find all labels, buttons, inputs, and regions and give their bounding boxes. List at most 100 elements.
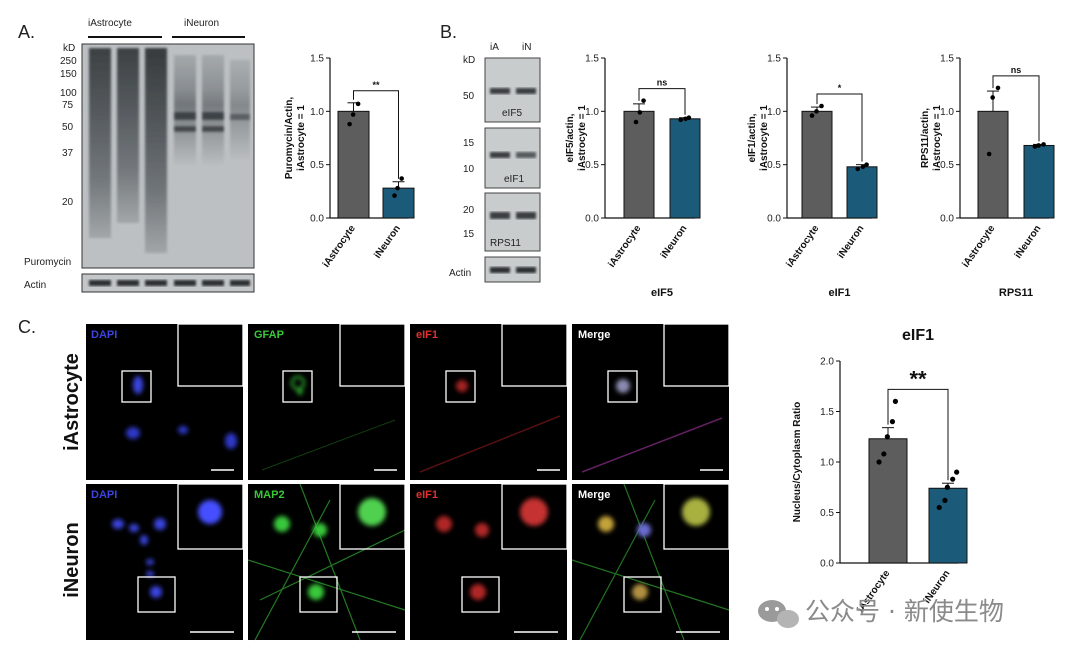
- y-tick-label: 1.0: [767, 107, 781, 118]
- bar: [382, 187, 415, 219]
- bar: [623, 110, 655, 219]
- y-axis-label: eIF1/actin,: [747, 113, 758, 162]
- data-point: [860, 164, 866, 170]
- inset: [501, 483, 568, 550]
- soma: [598, 516, 614, 532]
- inset: [339, 323, 406, 387]
- roi-box: [461, 576, 500, 613]
- micro-tile-astro-gfap: GFAP: [248, 323, 406, 480]
- blot-a-actin-band: [89, 280, 111, 286]
- blot-b-band: [516, 212, 536, 219]
- micro-tile-neuron-merge: Merge: [571, 483, 730, 641]
- y-tick-label: 0.5: [767, 160, 781, 171]
- blot-b-actin-label: Actin: [449, 268, 471, 279]
- data-point: [814, 109, 819, 114]
- blot-b-name-eif5: eIF5: [502, 108, 522, 119]
- neurite: [571, 559, 730, 611]
- roi-box: [623, 576, 662, 613]
- inset: [663, 483, 730, 550]
- x-tick-label: iNeuron: [836, 223, 867, 260]
- blot-b-name-rps11: RPS11: [490, 238, 521, 249]
- data-point: [990, 95, 995, 100]
- data-point: [1041, 142, 1046, 147]
- panel-label-c: C.: [18, 317, 36, 337]
- significance-label: *: [838, 83, 842, 93]
- data-point: [399, 176, 404, 181]
- data-point: [686, 115, 692, 121]
- data-point: [936, 504, 942, 511]
- bar-chart: 0.0 0.5 1.0 1.5 iAstrocyte iNeuron ns RPS11/act…: [920, 54, 1055, 299]
- x-tick-label: iAstrocyte: [784, 223, 821, 270]
- micro-panel: iAstrocyte iNeuron DAPI: [61, 323, 730, 641]
- neurite: [623, 483, 685, 641]
- micro-row-label-astrocyte: iAstrocyte: [61, 353, 83, 451]
- nucleus: [140, 535, 148, 545]
- data-point: [678, 117, 684, 123]
- blot-a-actin-label: Actin: [24, 280, 46, 291]
- soma: [682, 498, 710, 526]
- soma: [637, 523, 651, 537]
- data-point: [986, 151, 992, 157]
- chart-title: eIF1: [902, 327, 934, 344]
- y-tick-label: 1.5: [310, 54, 324, 65]
- blot-b-name-eif1: eIF1: [504, 174, 524, 185]
- blot-a-band: [202, 126, 224, 132]
- roi-box: [445, 370, 476, 403]
- y-tick-label: 1.0: [310, 107, 324, 118]
- blot-a-kd-37: 37: [62, 148, 74, 159]
- nucleus: [198, 500, 222, 524]
- blot-a-lane: [174, 55, 196, 165]
- y-tick-label: 0.0: [940, 214, 954, 225]
- blot-a-kd-100: 100: [60, 88, 77, 99]
- blot-b-band: [490, 267, 510, 273]
- roi-box: [137, 576, 176, 613]
- significance-label: ns: [1011, 65, 1022, 75]
- blot-a-kd-50: 50: [62, 122, 74, 133]
- channel-label: eIF1: [416, 329, 438, 341]
- blot-a-kd-75: 75: [62, 100, 74, 111]
- bar: [1023, 144, 1055, 219]
- nucleus: [146, 559, 154, 565]
- y-tick-label: 2.0: [820, 357, 834, 368]
- neurite: [247, 559, 406, 611]
- blot-b-band: [490, 152, 510, 158]
- blot-a-group-left: iAstrocyte: [88, 18, 132, 29]
- data-point: [809, 113, 815, 118]
- soma: [358, 498, 386, 526]
- blot-a-band: [202, 112, 224, 120]
- watermark-text: 公众号 · 新使生物: [805, 597, 1004, 626]
- blot-a-lane: [89, 48, 111, 238]
- process: [419, 415, 561, 473]
- micro-tile-astro-dapi: DAPI: [86, 323, 244, 480]
- blot-b-kd-title: kD: [463, 55, 475, 66]
- soma: [308, 584, 324, 600]
- y-tick-label: 0.0: [767, 214, 781, 225]
- nucleus: [225, 433, 237, 449]
- y-tick-label: 1.0: [940, 107, 954, 118]
- y-tick-label: 0.5: [585, 160, 599, 171]
- blot-a: iAstrocyte iNeuron kD 250 150 100 75 50 …: [24, 18, 255, 293]
- y-tick-label: 1.5: [767, 54, 781, 65]
- data-point: [950, 476, 956, 482]
- x-tick-label: iAstrocyte: [960, 223, 997, 270]
- process: [261, 419, 396, 471]
- neurite: [254, 499, 331, 641]
- watermark: 公众号 · 新使生物: [758, 597, 1004, 628]
- data-point: [1036, 143, 1041, 148]
- roi-box: [121, 370, 152, 403]
- neurite: [299, 483, 361, 641]
- data-point: [942, 497, 948, 503]
- blot-a-kd-250: 250: [60, 56, 77, 67]
- y-tick-label: 0.5: [940, 160, 954, 171]
- blot-b-strip-rps11: [484, 192, 541, 252]
- data-point: [641, 98, 646, 103]
- blot-a-group-right: iNeuron: [184, 18, 219, 29]
- blot-a-kd-20: 20: [62, 197, 74, 208]
- data-point: [355, 101, 361, 107]
- y-axis-label: iAstrocyte = 1: [932, 105, 943, 171]
- cell: [456, 380, 468, 392]
- y-axis-label: iAstrocyte = 1: [759, 105, 770, 171]
- inset: [177, 323, 244, 387]
- data-point: [347, 121, 352, 127]
